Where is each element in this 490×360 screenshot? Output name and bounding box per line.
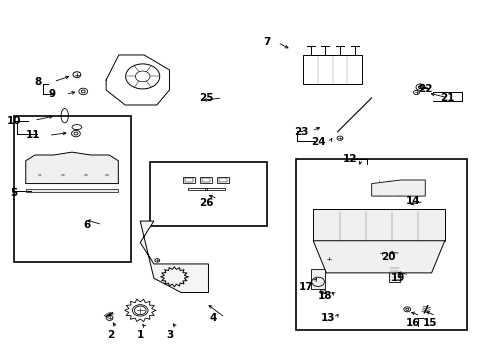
Text: 26: 26 xyxy=(199,198,213,208)
Bar xyxy=(217,177,229,183)
Bar xyxy=(311,269,325,289)
Text: 13: 13 xyxy=(320,312,335,323)
Polygon shape xyxy=(140,221,208,293)
Bar xyxy=(389,266,400,282)
Text: 8: 8 xyxy=(34,77,42,87)
Bar xyxy=(183,177,195,183)
Bar xyxy=(313,208,445,241)
Text: 12: 12 xyxy=(343,154,357,163)
Text: 20: 20 xyxy=(382,252,396,262)
Text: 21: 21 xyxy=(440,93,454,103)
Text: 4: 4 xyxy=(210,312,217,323)
Text: 24: 24 xyxy=(311,138,325,148)
Polygon shape xyxy=(313,241,445,273)
Text: 15: 15 xyxy=(423,318,438,328)
Bar xyxy=(150,162,267,226)
Text: 3: 3 xyxy=(166,330,173,341)
Text: 5: 5 xyxy=(10,188,17,198)
Text: 6: 6 xyxy=(83,220,90,230)
Text: 9: 9 xyxy=(49,89,56,99)
Bar xyxy=(185,178,193,182)
Bar xyxy=(219,178,227,182)
Text: 10: 10 xyxy=(6,116,21,126)
Text: 18: 18 xyxy=(318,291,333,301)
Text: 23: 23 xyxy=(294,127,308,137)
Polygon shape xyxy=(372,180,425,196)
Bar xyxy=(200,177,212,183)
Text: 19: 19 xyxy=(392,273,406,283)
Text: 17: 17 xyxy=(298,282,313,292)
Bar xyxy=(14,116,130,262)
Text: 1: 1 xyxy=(137,330,144,341)
Bar xyxy=(26,189,118,192)
Bar xyxy=(303,55,362,84)
Text: 16: 16 xyxy=(406,318,420,328)
Text: 14: 14 xyxy=(406,197,420,206)
Bar xyxy=(392,250,404,268)
Polygon shape xyxy=(26,152,118,184)
Text: 2: 2 xyxy=(107,330,115,341)
Bar xyxy=(202,178,210,182)
Text: 22: 22 xyxy=(418,84,433,94)
Text: 7: 7 xyxy=(263,37,270,48)
Text: 25: 25 xyxy=(199,93,213,103)
Bar xyxy=(188,188,207,190)
Bar xyxy=(296,158,466,330)
Bar xyxy=(205,188,224,190)
Text: 11: 11 xyxy=(26,130,40,140)
